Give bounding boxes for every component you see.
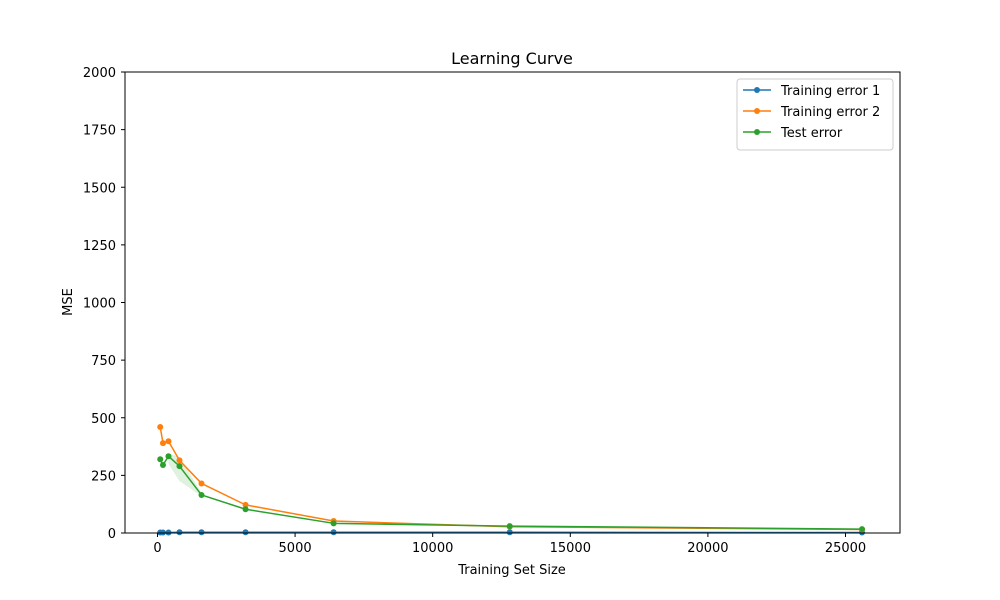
training-error-2-point [176,457,183,464]
training-error-2-point [198,480,205,487]
legend: Training error 1 Training error 2 Test err… [736,78,894,151]
test-error-point [330,520,337,527]
test-error-point [165,453,172,460]
test-error-point [198,491,205,498]
y-tick-label: 1750 [83,124,116,139]
x-tick-label: 20000 [687,541,728,556]
training-error-2-line [159,426,863,531]
test-error-point [157,456,164,463]
training-error-1-point [176,529,183,536]
training-error-1-point [330,529,337,536]
series-points-layer [157,423,866,536]
x-tick-label: 15000 [550,541,591,556]
test-error-point [159,462,166,469]
series-lines-layer [159,426,863,534]
test-error-point [176,463,183,470]
training-error-2-legend-marker [754,108,760,114]
legend-box [736,78,894,151]
y-tick-label: 1000 [83,297,116,312]
x-tick-label: 10000 [412,541,453,556]
chart-title: Learning Curve [451,49,573,68]
training-error-2-legend-label: Training error 2 [780,105,880,120]
test-error-line [159,455,863,530]
y-tick-label: 0 [108,527,116,542]
test-error-legend-marker [754,129,760,135]
y-axis: 0 250 500 750 1000 1250 1500 1750 2000 [83,66,125,542]
training-error-1-point [506,529,513,536]
training-error-1-point [242,529,249,536]
training-error-1-legend-label: Training error 1 [780,84,880,99]
x-axis: 0 5000 10000 15000 20000 25000 [153,533,866,556]
training-error-2-point [165,438,172,445]
training-error-1-legend-marker [754,87,760,93]
y-tick-label: 750 [91,354,116,369]
test-error-point [859,526,866,533]
x-tick-label: 25000 [825,541,866,556]
training-error-2-point [157,423,164,430]
y-tick-label: 1500 [83,181,116,196]
training-error-1-point [198,529,205,536]
y-tick-label: 1250 [83,239,116,254]
test-error-point [506,523,513,530]
y-axis-title: MSE [61,288,76,316]
x-axis-title: Training Set Size [457,563,566,578]
x-tick-label: 0 [153,541,161,556]
y-tick-label: 250 [91,469,116,484]
training-error-2-point [159,440,166,447]
x-tick-label: 5000 [279,541,312,556]
test-error-legend-label: Test error [780,126,843,141]
test-error-point [242,506,249,513]
y-tick-label: 2000 [83,66,116,81]
training-error-2-point [242,501,249,508]
y-tick-label: 500 [91,412,116,427]
